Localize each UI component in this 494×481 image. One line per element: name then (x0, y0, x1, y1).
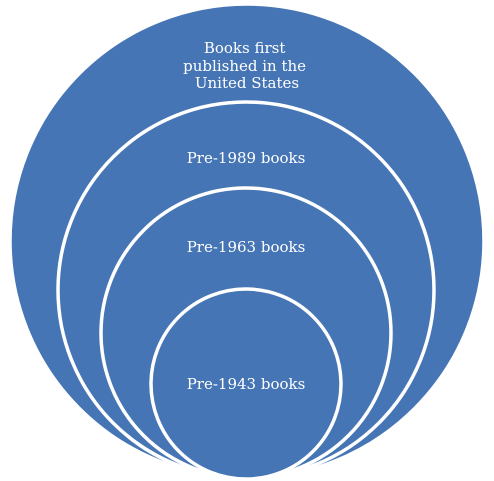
label-line: published in the (183, 57, 306, 75)
label-pre-1989-books: Pre-1989 books (187, 149, 306, 167)
label-line: United States (195, 74, 299, 92)
label-pre-1963-books: Pre-1963 books (187, 238, 306, 256)
label-books-first-published-us: Books first published in the United Stat… (183, 39, 311, 92)
label-line: Pre-1963 books (187, 238, 306, 256)
ring-pre-1943: Pre-1943 books (149, 287, 343, 481)
circle-pre-1943 (149, 287, 343, 481)
label-line: Pre-1989 books (187, 149, 306, 167)
label-pre-1943-books: Pre-1943 books (187, 375, 306, 393)
label-line: Books first (204, 39, 286, 57)
label-line: Pre-1943 books (187, 375, 306, 393)
